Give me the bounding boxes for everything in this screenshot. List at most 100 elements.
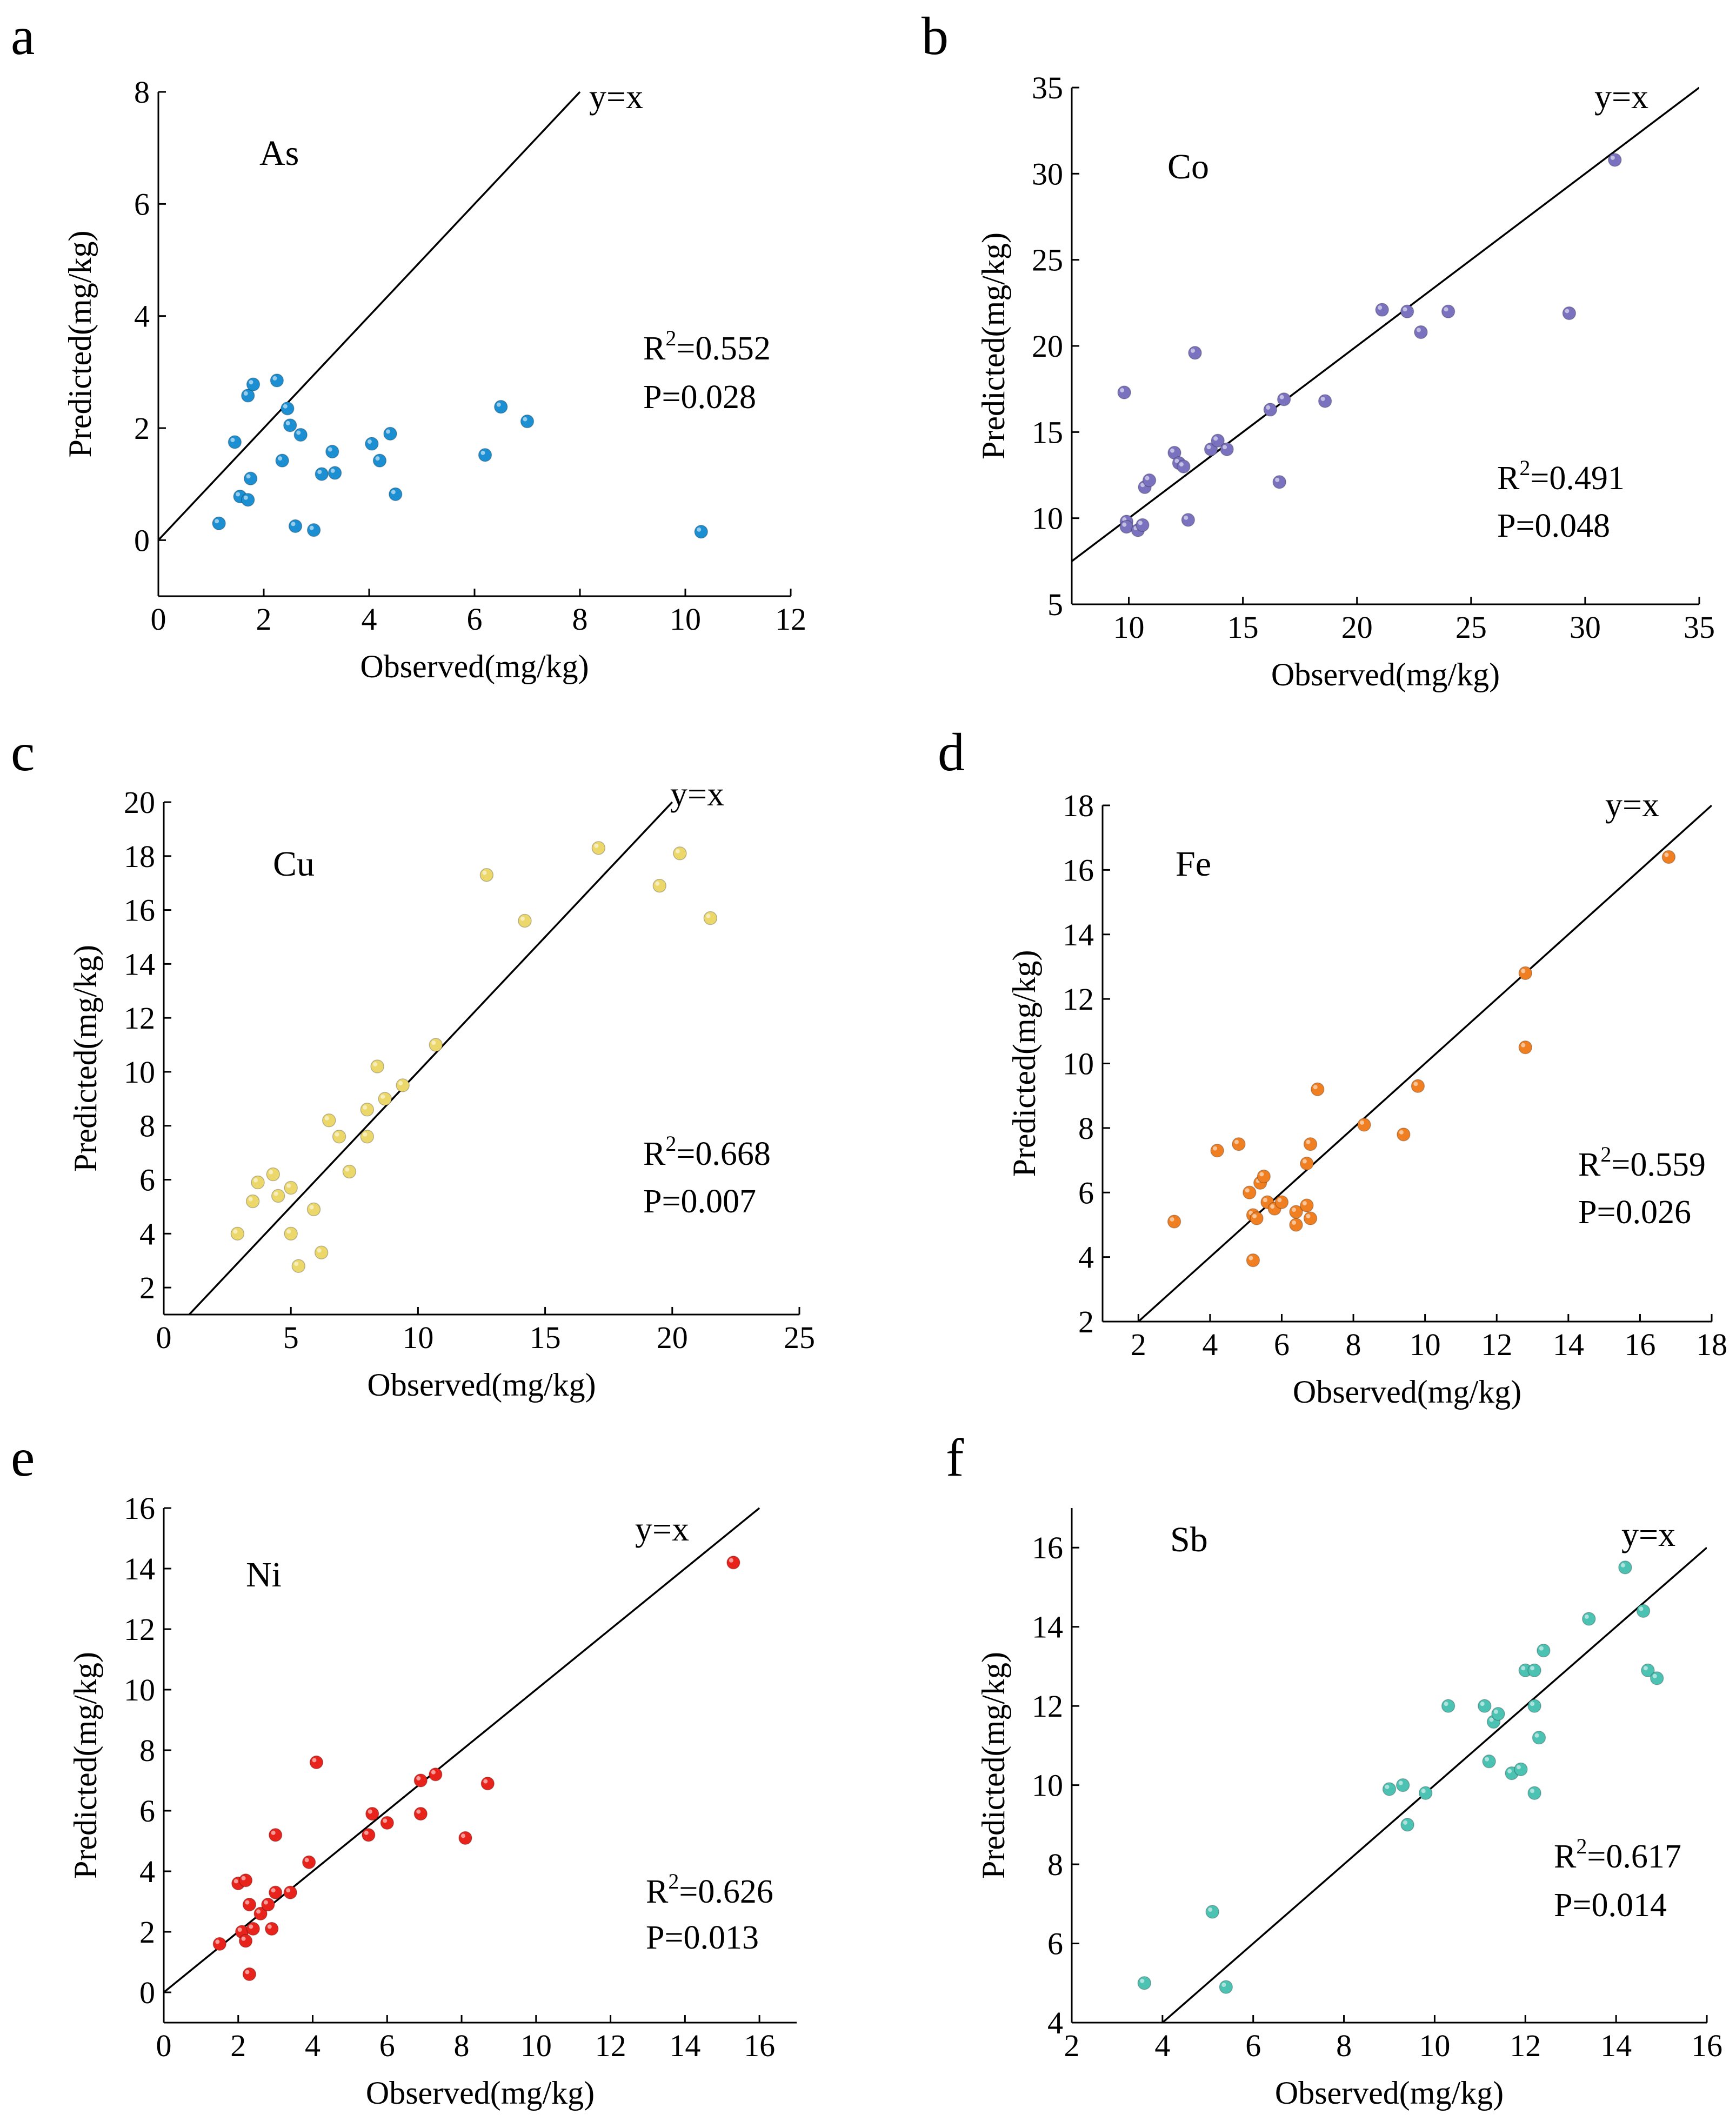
data-point-highlight <box>1398 1780 1403 1785</box>
data-point <box>325 444 339 459</box>
data-point <box>378 1092 392 1106</box>
data-point <box>1537 1643 1551 1658</box>
data-point-highlight <box>1208 1907 1213 1912</box>
data-point <box>230 1226 245 1241</box>
panel-b: 10 15 20 25 30 35 5 10 15 20 25 30 35 Observed(mg/kg)… <box>922 6 1715 692</box>
data-point <box>1411 1079 1425 1093</box>
data-point <box>1650 1671 1664 1685</box>
data-point-highlight <box>1270 1204 1275 1209</box>
data-point-highlight <box>1234 1139 1239 1144</box>
data-point-highlight <box>1378 305 1383 310</box>
data-point-highlight <box>1259 1172 1264 1177</box>
x-tick-label: 4 <box>362 602 377 637</box>
y-tick-label: 4 <box>139 1216 155 1251</box>
data-point-highlight <box>363 1105 368 1110</box>
x-tick-label: 8 <box>1346 1327 1361 1362</box>
data-point <box>1582 1612 1596 1626</box>
data-point <box>389 487 403 502</box>
data-point-highlight <box>1277 1198 1282 1203</box>
data-point-highlight <box>317 470 322 475</box>
data-point-highlight <box>1489 1717 1494 1722</box>
panel-letter: a <box>11 6 35 66</box>
data-point <box>1478 1699 1492 1713</box>
data-point <box>271 1189 285 1203</box>
data-point-highlight <box>1306 1214 1311 1218</box>
data-point <box>241 492 255 507</box>
r-squared-label: R2=0.668 <box>643 1131 771 1172</box>
data-point <box>520 414 535 429</box>
data-point <box>591 841 606 855</box>
data-point-highlight <box>1306 1139 1311 1144</box>
data-point <box>1167 1215 1181 1229</box>
x-axis-label: Observed(mg/kg) <box>1293 1374 1521 1410</box>
p-value-label: P=0.048 <box>1497 508 1610 544</box>
data-point-highlight <box>1480 1702 1485 1706</box>
y-tick-label: 16 <box>124 1491 155 1526</box>
data-point-highlight <box>1565 309 1570 314</box>
reference-line-y-equals-x <box>1138 804 1712 1322</box>
data-point-highlight <box>482 870 487 875</box>
r-squared-prefix: R <box>646 1873 669 1910</box>
data-point <box>1136 518 1150 532</box>
data-point-highlight <box>245 1970 250 1975</box>
data-point-highlight <box>1530 1702 1535 1706</box>
data-point-highlight <box>1444 1702 1448 1706</box>
data-point-highlight <box>1213 1146 1218 1151</box>
data-point <box>380 1816 395 1830</box>
x-axis-label: Observed(mg/kg) <box>360 649 589 684</box>
reference-line-y-equals-x <box>1161 1546 1707 2023</box>
data-point <box>1210 1143 1224 1158</box>
data-point <box>1482 1754 1496 1769</box>
data-point <box>261 1897 275 1912</box>
data-point-highlight <box>416 1809 421 1814</box>
x-tick-label: 6 <box>467 602 483 637</box>
data-point-highlight <box>1421 1789 1426 1793</box>
y-tick-label: 4 <box>134 299 150 334</box>
element-label: Co <box>1167 147 1209 186</box>
y-axis-label: Predicted(mg/kg) <box>976 1652 1011 1879</box>
data-point <box>1400 304 1414 319</box>
data-point-highlight <box>233 1229 238 1234</box>
data-point <box>458 1831 472 1845</box>
y-tick-label: 12 <box>1032 1689 1063 1724</box>
data-point <box>309 1755 324 1770</box>
y-tick-label: 14 <box>124 946 155 982</box>
data-point-highlight <box>317 1248 322 1253</box>
data-point-highlight <box>1534 1733 1539 1738</box>
data-point-highlight <box>363 1132 368 1137</box>
data-point-highlight <box>237 1927 242 1932</box>
x-tick-label: 2 <box>1064 2028 1080 2063</box>
data-point <box>365 1806 379 1821</box>
x-tick-label: 10 <box>670 602 701 637</box>
reference-line-label: y=x <box>1605 785 1659 824</box>
x-tick-label: 0 <box>156 1320 172 1355</box>
data-point-highlight <box>330 468 335 473</box>
data-point <box>1181 513 1196 527</box>
data-point <box>1375 303 1389 317</box>
y-tick-label: 12 <box>1063 982 1094 1017</box>
reference-line-label: y=x <box>1594 77 1648 116</box>
data-point <box>1527 1786 1541 1800</box>
p-value-label: P=0.007 <box>643 1183 756 1220</box>
x-tick-label: 16 <box>744 2028 775 2063</box>
x-tick-label: 12 <box>595 2028 626 2063</box>
data-point <box>694 525 708 539</box>
data-point-highlight <box>1275 477 1280 482</box>
data-point <box>1188 345 1202 360</box>
data-point-highlight <box>1444 307 1448 312</box>
x-tick-label: 6 <box>1274 1327 1290 1362</box>
data-point <box>1491 1707 1505 1721</box>
data-point-highlight <box>245 1900 250 1905</box>
panel-letter: c <box>11 722 35 782</box>
data-point <box>1518 1040 1533 1055</box>
y-tick-label: 20 <box>1032 329 1063 364</box>
data-point <box>1250 1211 1264 1225</box>
x-tick-label: 6 <box>1245 2028 1261 2063</box>
x-tick-label: 4 <box>1202 1327 1218 1362</box>
data-point <box>703 911 718 925</box>
data-point <box>281 401 295 416</box>
data-point <box>284 1180 298 1195</box>
data-point <box>265 1922 279 1936</box>
r-squared-value: =0.668 <box>676 1136 770 1172</box>
data-point <box>1277 392 1291 406</box>
